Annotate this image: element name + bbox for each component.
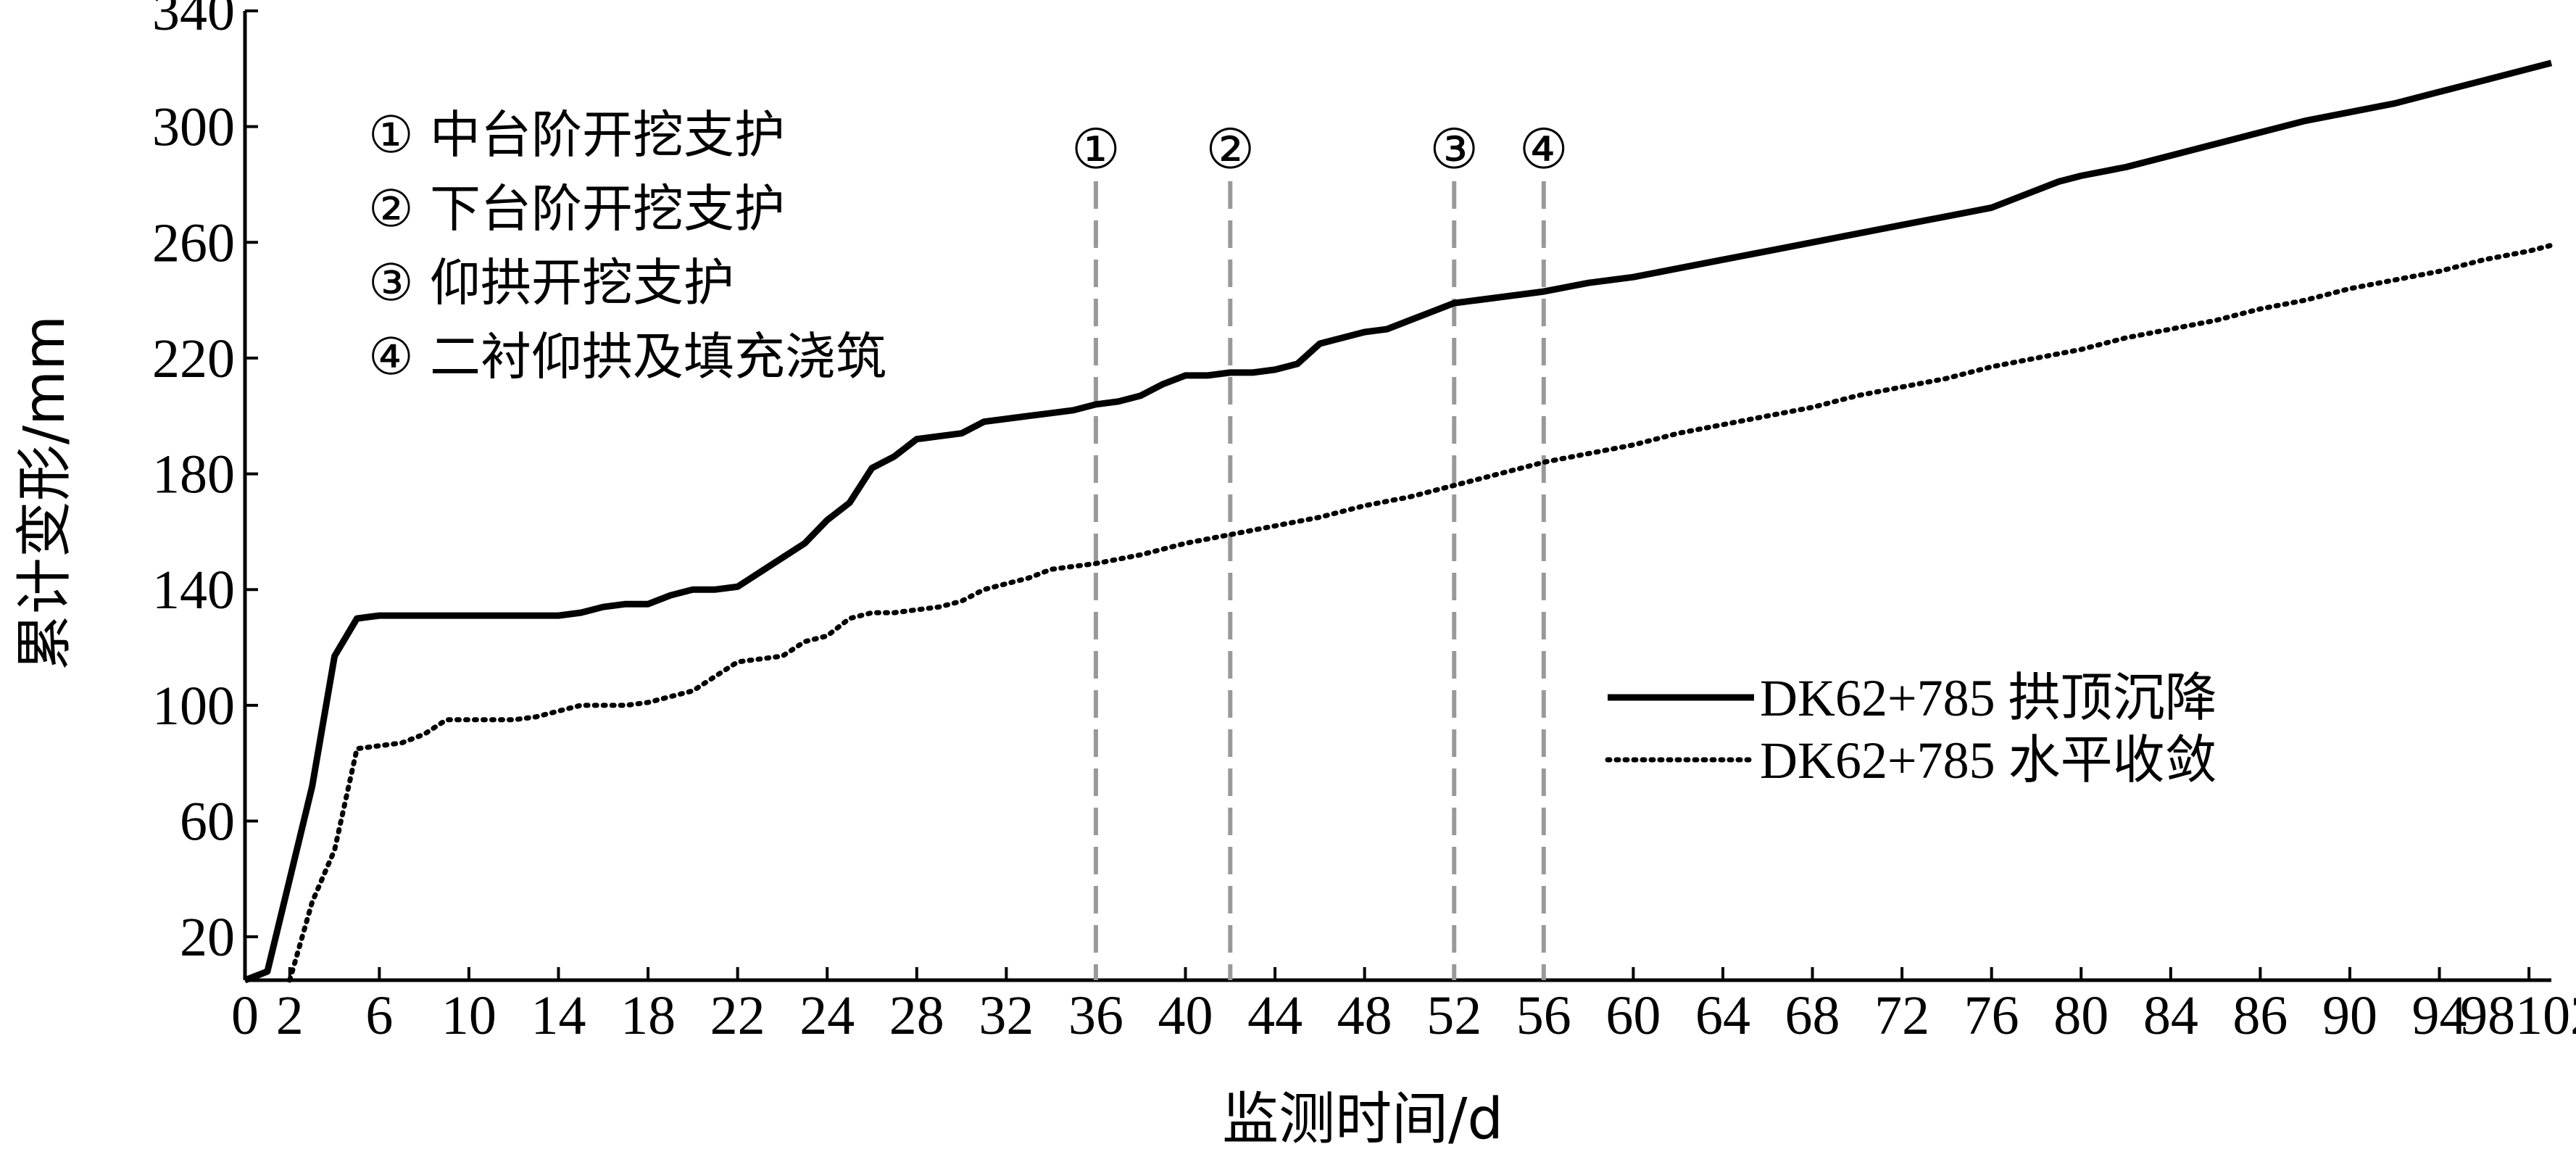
x-ticks: 0 2 6 10 14 18 22 24 28 32 36 40 44 48 52 56 60 64 68 72 76 8… [231,967,2576,1046]
x-tick-label-2: 6 [365,985,393,1046]
stage-annotations: ① 中台阶开挖支护 ② 下台阶开挖支护 ③ 仰拱开挖支护 ④ 二衬仰拱及填充浇筑 [368,105,886,386]
x-tick-label-21: 80 [2053,985,2108,1046]
annotation-1: ① 中台阶开挖支护 [368,105,785,165]
x-axis-title: 监测时间/d [1222,1087,1503,1152]
x-tick-label-3: 10 [441,985,496,1046]
y-tick-label-2: 100 [152,676,235,737]
x-tick-label-4: 14 [531,985,586,1046]
stage-marker-label-1: ① [1071,117,1121,181]
y-axis-title: 累计变形/mm [12,315,78,671]
y-ticks: 20 60 100 140 180 220 260 300 340 [152,0,258,968]
x-tick-label-10: 36 [1068,985,1123,1046]
x-tick-label-8: 28 [889,985,944,1046]
x-tick-label-19: 72 [1874,985,1929,1046]
x-tick-label-17: 64 [1695,985,1750,1046]
annotation-3: ③ 仰拱开挖支护 [368,253,734,312]
chart-axes [243,11,2551,982]
y-tick-label-6: 260 [152,212,235,273]
x-tick-label-22: 84 [2143,985,2198,1046]
x-tick-label-18: 68 [1785,985,1840,1046]
annotation-2: ② 下台阶开挖支护 [368,179,785,239]
stage-marker-label-4: ④ [1519,117,1569,181]
y-tick-label-0: 20 [180,907,235,968]
x-tick-label-13: 48 [1337,985,1392,1046]
x-tick-label-24: 90 [2322,985,2377,1046]
x-tick-label-5: 18 [620,985,676,1046]
y-tick-label-8: 340 [152,0,235,42]
x-tick-label-6: 22 [710,985,765,1046]
x-tick-label-11: 40 [1158,985,1213,1046]
x-tick-label-12: 44 [1247,985,1302,1046]
series-line-1 [287,242,2554,983]
y-tick-label-4: 180 [152,444,235,505]
x-tick-label-14: 52 [1426,985,1482,1046]
x-tick-label-23: 86 [2232,985,2288,1046]
x-tick-label-25: 94 [2412,985,2467,1046]
x-tick-label-1: 2 [276,985,304,1046]
legend-label-arch-settlement: DK62+785 拱顶沉降 [1760,669,2217,727]
stage-marker-label-2: ② [1205,117,1255,181]
annotation-4: ④ 二衬仰拱及填充浇筑 [368,327,886,386]
legend-label-horizontal-convergence: DK62+785 水平收敛 [1760,732,2217,790]
x-tick-label-7: 24 [799,985,855,1046]
y-tick-label-3: 140 [152,560,235,621]
legend: DK62+785 拱顶沉降 DK62+785 水平收敛 [1605,669,2217,790]
stage-marker-label-3: ③ [1429,117,1479,181]
x-tick-label-20: 76 [1964,985,2019,1046]
x-tick-label-26: 98102 [2460,985,2576,1046]
x-tick-label-16: 60 [1605,985,1661,1046]
y-tick-label-1: 60 [180,791,235,852]
series-line-0 [244,59,2553,984]
x-tick-label-0: 0 [231,985,259,1046]
y-tick-label-7: 300 [152,97,235,158]
x-tick-label-15: 56 [1516,985,1571,1046]
series-lines [244,59,2554,984]
x-tick-label-9: 32 [979,985,1034,1046]
y-tick-label-5: 220 [152,328,235,389]
